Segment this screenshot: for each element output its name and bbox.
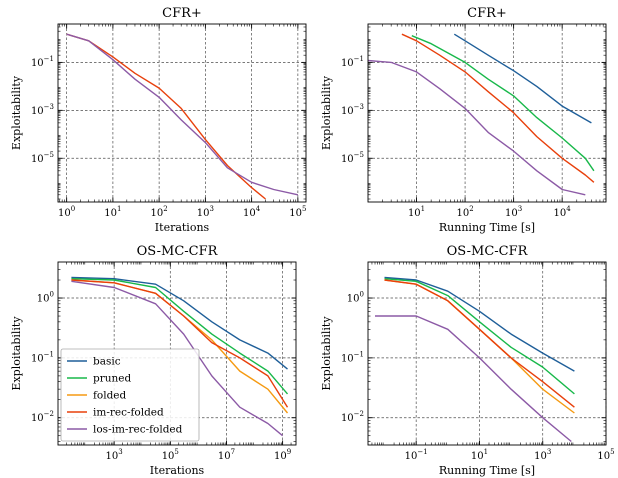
x-tick-label: 100 xyxy=(58,205,75,219)
plot-frame xyxy=(367,23,607,203)
chart-title: CFR+ xyxy=(162,6,202,21)
legend: basic pruned folded im-rec-folded los-im-rec… xyxy=(60,348,200,442)
x-tick-label: 101 xyxy=(104,205,121,219)
series-group xyxy=(368,33,595,196)
y-axis-label: Exploitability xyxy=(10,316,23,391)
y-tick-label: 10−2 xyxy=(31,410,54,424)
legend-label-folded: folded xyxy=(93,390,127,402)
x-tick-label: 103 xyxy=(197,205,214,219)
series-line-im-rec-folded xyxy=(384,279,575,408)
x-tick-label: 104 xyxy=(554,205,572,219)
plot-frame xyxy=(57,261,297,446)
x-tick-label: 105 xyxy=(597,448,614,462)
legend-label-pruned: pruned xyxy=(93,373,131,385)
chart-panel-3: 103 105 107 109 10−2 10−1 100 OS-MC-CFR Iteratio… xyxy=(10,244,297,477)
minor-ticks xyxy=(58,24,306,202)
major-ticks xyxy=(58,24,306,202)
y-axis-label: Exploitability xyxy=(320,75,333,150)
series-group xyxy=(375,276,575,443)
legend-label-basic: basic xyxy=(93,356,121,368)
y-tick-label: 10−1 xyxy=(31,350,54,364)
x-tick-label: 105 xyxy=(289,205,306,219)
plot-frame xyxy=(367,261,607,446)
y-axis-label: Exploitability xyxy=(10,75,23,150)
major-ticks xyxy=(368,24,606,202)
y-tick-label: 100 xyxy=(37,291,54,305)
y-tick-label: 10−5 xyxy=(31,151,54,165)
y-tick-label: 10−1 xyxy=(31,55,54,69)
series-line-los-im-rec-folded xyxy=(368,59,586,196)
y-tick-label: 10−3 xyxy=(31,103,54,117)
series-line-im-rec-folded xyxy=(71,279,289,408)
plot-frame xyxy=(57,23,307,203)
x-tick-label: 103 xyxy=(505,205,522,219)
series-line-pruned xyxy=(384,278,575,395)
chart-panel-4: 10−1 101 103 105 10−2 10−1 100 OS-MC-CFR Running… xyxy=(320,244,615,477)
series-group xyxy=(66,33,299,200)
x-axis-label: Iterations xyxy=(155,221,210,234)
series-line-basic xyxy=(453,33,592,124)
x-tick-label: 101 xyxy=(471,448,488,462)
series-line-basic xyxy=(384,276,575,372)
series-line-im-rec-folded xyxy=(66,33,266,200)
series-line-los-im-rec-folded xyxy=(375,315,572,443)
series-line-pruned xyxy=(71,278,289,395)
series-line-im-rec-folded xyxy=(401,33,595,183)
grid xyxy=(58,24,306,202)
legend-label-im-rec-folded: im-rec-folded xyxy=(93,407,164,419)
x-tick-label: 109 xyxy=(274,448,291,462)
x-tick-label: 103 xyxy=(534,448,551,462)
x-tick-label: 105 xyxy=(162,448,179,462)
x-tick-label: 107 xyxy=(218,448,235,462)
x-tick-label: 103 xyxy=(106,448,123,462)
chart-title: OS-MC-CFR xyxy=(447,244,529,259)
x-axis-label: Running Time [s] xyxy=(439,221,535,234)
x-axis-label: Iterations xyxy=(150,464,205,477)
x-tick-label: 102 xyxy=(456,205,473,219)
chart-panel-2: 101 102 103 104 10−5 10−3 10−1 CFR+ Running Time… xyxy=(320,6,607,234)
series-line-pruned xyxy=(411,35,595,172)
y-tick-label: 10−1 xyxy=(341,55,364,69)
series-line-los-im-rec-folded xyxy=(66,33,299,196)
x-tick-label: 102 xyxy=(151,205,168,219)
legend-box xyxy=(60,348,200,442)
grid xyxy=(368,24,606,202)
x-tick-label: 10−1 xyxy=(405,448,428,462)
chart-title: OS-MC-CFR xyxy=(137,244,219,259)
y-axis-label: Exploitability xyxy=(320,316,333,391)
minor-ticks xyxy=(368,24,606,202)
chart-title: CFR+ xyxy=(467,6,507,21)
y-tick-label: 10−5 xyxy=(341,151,364,165)
legend-label-los-im-rec-folded: los-im-rec-folded xyxy=(93,424,183,436)
series-line-basic xyxy=(71,276,288,370)
y-tick-label: 10−2 xyxy=(341,410,364,424)
x-tick-label: 101 xyxy=(408,205,425,219)
y-tick-label: 10−1 xyxy=(341,350,364,364)
y-tick-label: 10−3 xyxy=(341,103,364,117)
x-tick-label: 104 xyxy=(243,205,261,219)
x-axis-label: Running Time [s] xyxy=(439,464,535,477)
chart-panel-1: 100 101 102 103 104 105 10−5 10−3 10−1 CFR+ Iterat… xyxy=(10,6,306,234)
grid xyxy=(368,262,607,445)
y-tick-label: 100 xyxy=(347,291,364,305)
